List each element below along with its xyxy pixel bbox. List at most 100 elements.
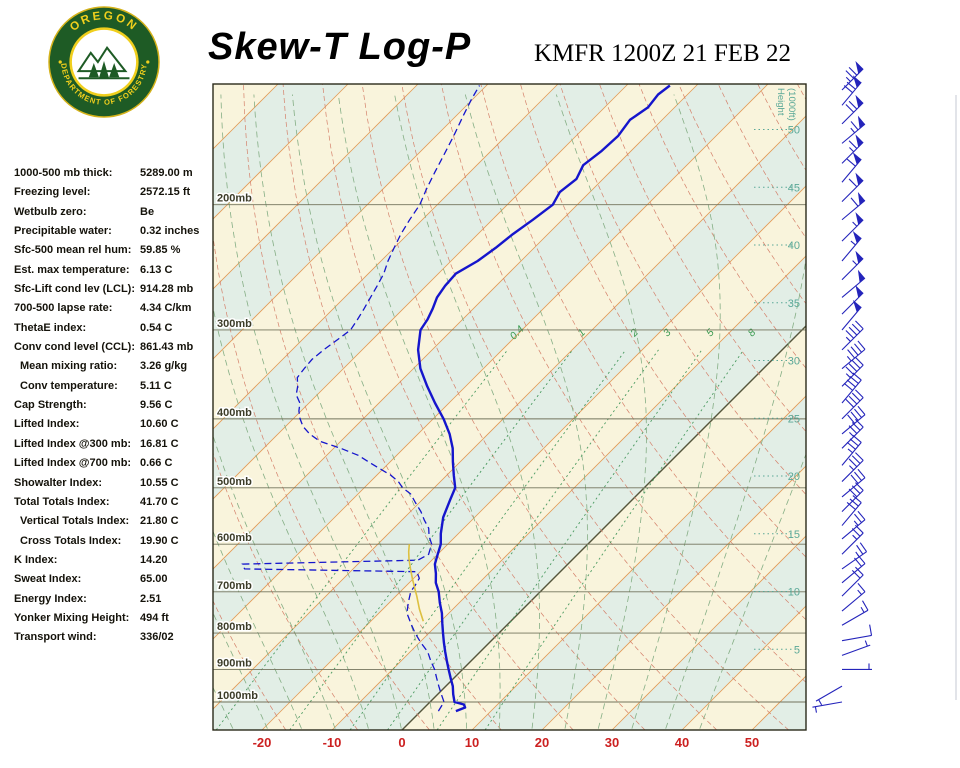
wind-barb	[841, 405, 866, 435]
wind-barb	[841, 299, 862, 331]
logo-mountain-trees-art	[76, 45, 130, 80]
stat-value: 2.51	[140, 592, 162, 605]
wind-barbs-column	[812, 61, 873, 713]
wind-barb	[841, 61, 864, 91]
wind-barb	[841, 269, 866, 298]
stat-label: Total Totals Index:	[14, 495, 110, 508]
logo-dot-right	[146, 60, 150, 64]
height-axis-title: Height	[775, 88, 786, 116]
height-tick-label: 50	[788, 125, 800, 137]
stat-row: ThetaE index: 0.54 C	[14, 319, 224, 338]
stat-row: Sfc-500 mean rel hum: 59.85 %	[14, 241, 224, 260]
stat-row: Lifted Index @300 mb: 16.81 C	[14, 435, 224, 454]
odf-logo: OREGON DEPARTMENT OF FORESTRY	[48, 6, 160, 118]
wind-barb	[841, 152, 862, 183]
wind-barb	[841, 554, 866, 584]
stat-label: Wetbulb zero:	[14, 205, 87, 218]
stat-row: Yonker Mixing Height: 494 ft	[14, 609, 224, 628]
wind-barb	[841, 389, 864, 420]
stat-value: 5289.00 m	[140, 167, 193, 179]
height-tick-label: 45	[788, 182, 800, 194]
stat-row: Energy Index: 2.51	[14, 590, 224, 609]
stat-row: K Index: 14.20	[14, 551, 224, 570]
stat-label: Est. max temperature:	[14, 263, 130, 276]
stat-label: Lifted Index @700 mb:	[14, 457, 132, 470]
wind-barb	[841, 542, 868, 570]
wind-barb	[841, 452, 864, 482]
sounding-traces	[241, 84, 671, 713]
pressure-label: 300mb	[217, 318, 252, 330]
stat-value: 9.56 C	[140, 399, 173, 412]
stat-row: Transport wind: 336/02	[14, 628, 224, 647]
height-tick-label: 40	[788, 240, 800, 252]
thermo-grid-lines: 0.4 1 2 3 5 8	[213, 84, 806, 730]
temp-tick-label: 40	[675, 735, 689, 750]
outer-labels: -20 -10 0 10 20 30 40 50	[253, 735, 760, 750]
temp-tick-label: 10	[465, 735, 479, 750]
wind-barb	[841, 372, 862, 404]
stat-label: Freezing level:	[14, 186, 91, 199]
stat-value: 2572.15 ft	[140, 186, 191, 199]
stat-label: Precipitable water:	[14, 225, 112, 238]
stat-label: Conv cond level (CCL):	[14, 341, 136, 354]
pressure-label: 700mb	[217, 580, 252, 592]
stat-label: Transport wind:	[14, 631, 97, 644]
wind-barb	[812, 701, 843, 713]
stat-value: 0.32 inches	[140, 225, 200, 238]
stat-row: Showalter Index: 10.55 C	[14, 474, 224, 493]
stat-row: Precipitable water: 0.32 inches	[14, 222, 224, 241]
stat-value: 21.80 C	[140, 515, 179, 528]
stat-value: 14.20	[140, 553, 168, 566]
stat-row: Mean mixing ratio: 3.26 g/kg	[14, 357, 224, 376]
stat-label: 1000-500 mb thick:	[14, 167, 113, 179]
stat-value: 10.55 C	[140, 476, 179, 489]
wind-barb	[841, 285, 864, 315]
stat-label: Lifted Index:	[14, 418, 80, 431]
wind-barb	[841, 230, 862, 262]
stat-row: Conv temperature: 5.11 C	[14, 377, 224, 396]
wind-barb	[841, 172, 864, 202]
stat-value: 6.13 C	[140, 263, 173, 276]
stat-row: Freezing level: 2572.15 ft	[14, 183, 224, 202]
stat-value: 19.90 C	[140, 534, 179, 547]
wind-barb	[841, 468, 866, 498]
temp-tick-label: -10	[323, 735, 342, 750]
stat-value: 4.34 C/km	[140, 302, 192, 315]
stat-label: Sfc-500 mean rel hum:	[14, 244, 132, 257]
stat-label: Sfc-Lift cond lev (LCL):	[14, 283, 135, 296]
wind-barb	[841, 582, 866, 612]
stat-row: Wetbulb zero: Be	[14, 203, 224, 222]
wind-barb	[841, 495, 862, 526]
stat-row: Cap Strength: 9.56 C	[14, 396, 224, 415]
stat-row: Sweat Index: 65.00	[14, 570, 224, 589]
stat-value: 5.11 C	[140, 379, 172, 392]
wind-barb	[841, 566, 864, 597]
station-datetime: KMFR 1200Z 21 FEB 22	[534, 40, 791, 67]
stat-label: Energy Index:	[14, 592, 87, 605]
wind-barb	[841, 340, 866, 370]
stat-value: 65.00	[140, 573, 168, 586]
stat-label: ThetaE index:	[14, 321, 87, 334]
stats-panel: 1000-500 mb thick: 5289.00 m Freezing leve…	[14, 164, 224, 648]
wind-barb	[841, 250, 864, 281]
stat-value: 494 ft	[140, 611, 169, 624]
wind-barb	[841, 94, 864, 125]
pressure-label: 1000mb	[217, 690, 258, 702]
pressure-label: 200mb	[217, 193, 252, 205]
stat-value: 16.81 C	[140, 437, 179, 450]
stat-value: 59.85 %	[140, 244, 181, 257]
stat-row: 1000-500 mb thick: 5289.00 m	[14, 164, 224, 183]
stat-value: 0.66 C	[140, 457, 173, 470]
height-axis-title: (1000ft)	[786, 88, 797, 121]
dewpoint-trace	[241, 85, 481, 712]
wind-barb	[815, 685, 843, 706]
pressure-label: 800mb	[217, 621, 252, 633]
temp-tick-label: 30	[605, 735, 619, 750]
wind-barb	[842, 663, 872, 670]
stat-label: 700-500 lapse rate:	[14, 302, 113, 315]
stat-label: Conv temperature:	[20, 379, 118, 392]
height-tick-label: 35	[788, 298, 800, 310]
logo-dot-left	[58, 60, 62, 64]
height-tick-label: 30	[788, 356, 800, 368]
stat-label: Mean mixing ratio:	[20, 360, 118, 373]
